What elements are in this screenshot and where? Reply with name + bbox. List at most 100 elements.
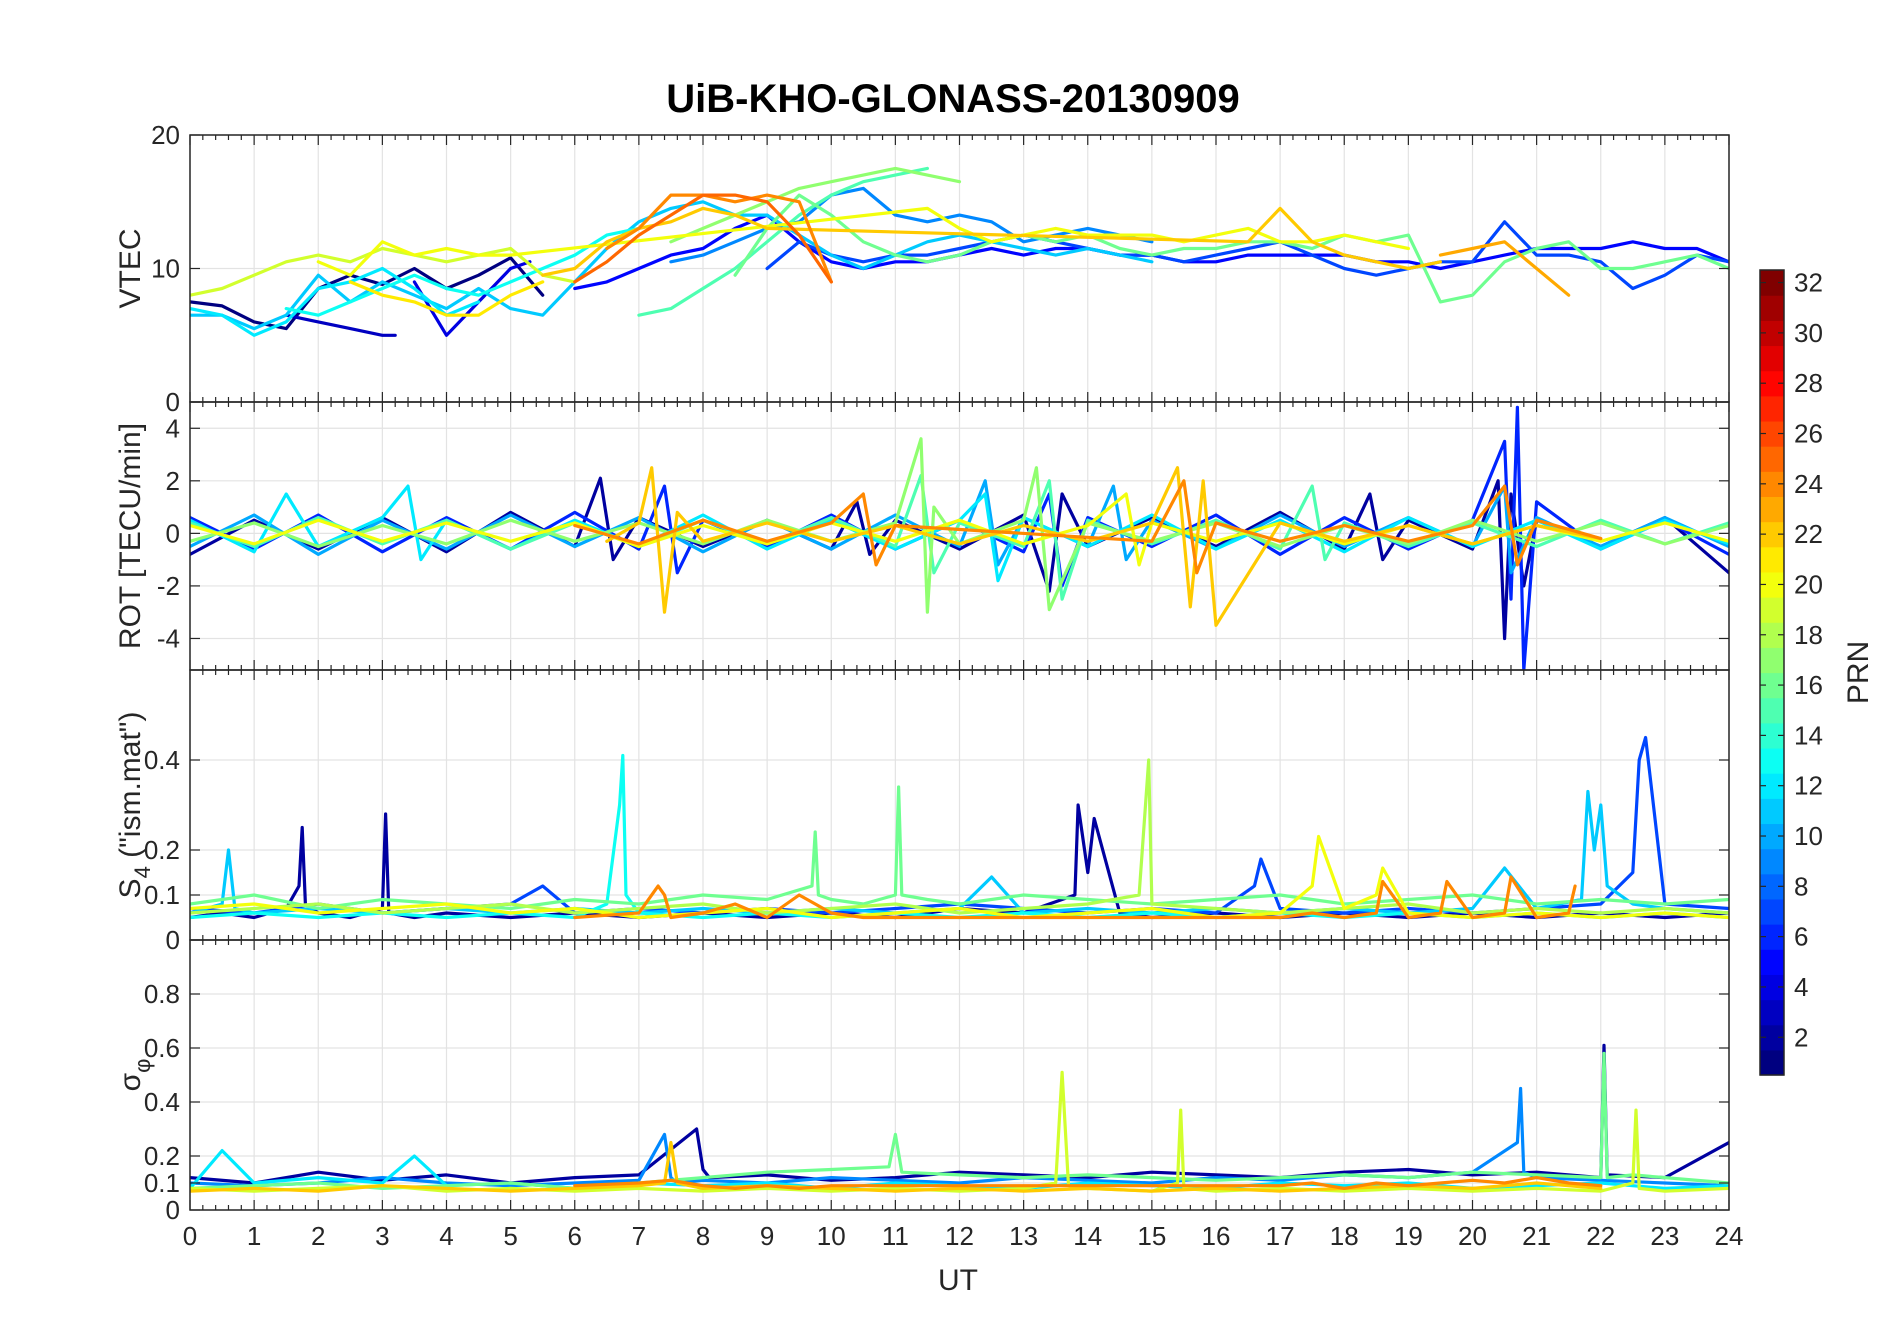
series-rot	[190, 405, 1729, 670]
y-tick-label: 0.1	[144, 1168, 180, 1198]
x-tick-label: 16	[1202, 1221, 1231, 1251]
panel-sigma: 00.10.2 0.4 0.6 0.8 σφ	[114, 939, 1730, 1225]
y-tick-label: -4	[157, 623, 180, 653]
colorbar-tick-label: 14	[1794, 720, 1823, 750]
y-tick-label: 4	[166, 413, 180, 443]
x-tick-label: 5	[503, 1221, 517, 1251]
series-prn-9	[190, 1086, 1729, 1188]
grid-sigma	[189, 940, 1730, 1211]
x-tick-label: 7	[632, 1221, 646, 1251]
colorbar-tick-label: 22	[1794, 519, 1823, 549]
series-prn-4	[412, 260, 532, 337]
colorbar-segment	[1760, 345, 1784, 372]
series-prn-24	[573, 875, 1577, 920]
axes-frame-sigma	[189, 939, 1730, 1211]
colorbar-segment	[1760, 496, 1784, 523]
colorbar-segment	[1760, 295, 1784, 321]
colorbar-tick-label: 24	[1794, 469, 1823, 499]
series-prn-22	[541, 206, 1442, 277]
x-tick-label: 21	[1522, 1221, 1551, 1251]
x-tick-label: 11	[882, 1221, 909, 1251]
series-prn-20	[316, 206, 1410, 277]
x-tick-label: 1	[247, 1221, 261, 1251]
colorbar-label: PRN	[1842, 641, 1875, 704]
series-prn-23	[1438, 240, 1571, 297]
colorbar-tick-label: 12	[1794, 771, 1823, 801]
y-tick-label: 0	[166, 518, 180, 548]
colorbar-segment	[1760, 999, 1784, 1026]
series-prn-2	[190, 1043, 1729, 1185]
y-tick-label: 0.4	[144, 745, 180, 775]
series-s4	[190, 735, 1729, 920]
chart-title: UiB-KHO-GLONASS-20130909	[666, 77, 1240, 121]
y-tick-label: 20	[151, 120, 180, 150]
series-prn-19	[190, 246, 577, 297]
x-tick-label: 8	[696, 1221, 710, 1251]
y-axis-label-sigma: σφ	[114, 1059, 155, 1092]
x-tick-label: 6	[568, 1221, 582, 1251]
colorbar-tick-label: 8	[1794, 871, 1808, 901]
x-tick-label: 24	[1715, 1221, 1744, 1251]
colorbar-segment	[1760, 1049, 1784, 1076]
colorbar-segment	[1760, 697, 1784, 724]
series-prn-24	[573, 1176, 1603, 1190]
y-tick-label: 0.8	[144, 979, 180, 1009]
y-axis-label-rot: ROT [TECU/min]	[114, 423, 147, 649]
series-vtec	[190, 166, 1729, 337]
colorbar-segment	[1760, 395, 1784, 422]
y-tick-label: 0	[166, 925, 180, 955]
series-prn-3	[284, 313, 397, 337]
x-tick-label: 12	[945, 1221, 974, 1251]
x-tick-label: 22	[1586, 1221, 1615, 1251]
panel-vtec: 0 10 20 VTEC	[114, 120, 1730, 417]
colorbar-tick-label: 18	[1794, 620, 1823, 650]
colorbar-segment	[1760, 747, 1784, 774]
series-prn-15	[637, 166, 929, 317]
colorbar-tick-label: 4	[1794, 972, 1808, 1002]
x-tick-label: 13	[1009, 1221, 1038, 1251]
x-tick-label: 23	[1650, 1221, 1679, 1251]
series-prn-13	[284, 226, 641, 317]
series-prn-21	[348, 280, 545, 317]
colorbar-tick-label: 16	[1794, 670, 1823, 700]
x-tick-label: 20	[1458, 1221, 1487, 1251]
series-prn-22	[605, 466, 1603, 627]
x-tick-label: 15	[1137, 1221, 1166, 1251]
y-tick-label: 0.2	[144, 835, 180, 865]
y-tick-label: 0.4	[144, 1087, 180, 1117]
colorbar-segment	[1760, 597, 1784, 623]
colorbar-segment	[1760, 546, 1784, 573]
x-tick-label: 18	[1330, 1221, 1359, 1251]
colorbar-tick-label: 26	[1794, 419, 1823, 449]
colorbar-segment	[1760, 446, 1784, 472]
colorbar-segment	[1760, 798, 1784, 825]
series-prn-25	[573, 193, 833, 284]
colorbar-tick-label: 32	[1794, 268, 1823, 298]
series-prn-1	[190, 256, 545, 331]
x-tick-label: 0	[183, 1221, 197, 1251]
x-tick-label: 3	[375, 1221, 389, 1251]
colorbar-segment	[1760, 647, 1784, 674]
y-tick-label: 0	[166, 1195, 180, 1225]
x-tick-label: 2	[311, 1221, 325, 1251]
series-prn-17	[669, 166, 962, 244]
x-tick-label: 17	[1266, 1221, 1295, 1251]
y-tick-label: 0.1	[144, 880, 180, 910]
colorbar-tick-label: 10	[1794, 821, 1823, 851]
series-prn-24	[605, 193, 833, 284]
y-tick-label: 0.2	[144, 1141, 180, 1171]
series-prn-16	[190, 1051, 1729, 1190]
colorbar-tick-label: 6	[1794, 922, 1808, 952]
x-tick-label: 10	[817, 1221, 846, 1251]
colorbar-tick-label: 28	[1794, 368, 1823, 398]
series-prn-12	[190, 266, 481, 337]
series-sigma	[190, 1043, 1729, 1193]
panel-rot: -4 -2 0 2 4 ROT [TECU/min]	[114, 401, 1730, 671]
y-tick-label: 10	[151, 254, 180, 284]
y-tick-label: -2	[157, 571, 180, 601]
series-prn-7	[765, 220, 1729, 291]
y-axis-label-vtec: VTEC	[114, 228, 147, 308]
